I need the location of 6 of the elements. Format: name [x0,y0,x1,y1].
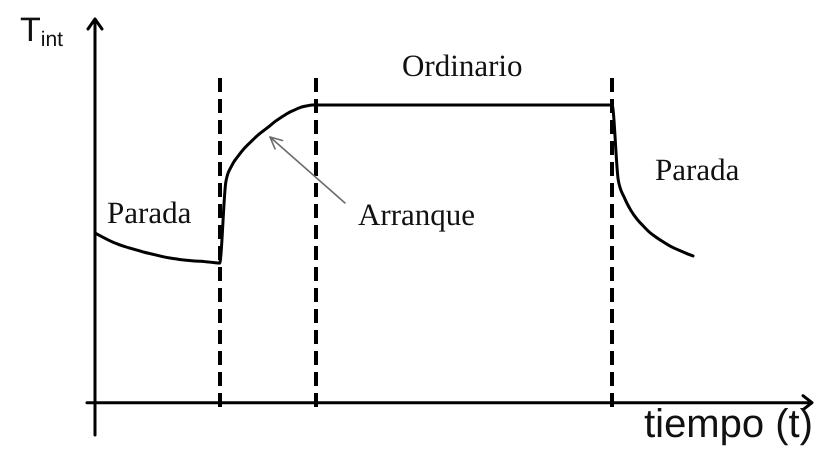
annotation: Parada [107,195,192,230]
annotation: Arranque [358,197,476,232]
annotation: Parada [655,152,740,187]
text: Ordinario [402,48,523,83]
y-axis-title: T$_{int}$ [20,11,64,52]
x-axis-title: tiempo (t) [644,402,813,446]
